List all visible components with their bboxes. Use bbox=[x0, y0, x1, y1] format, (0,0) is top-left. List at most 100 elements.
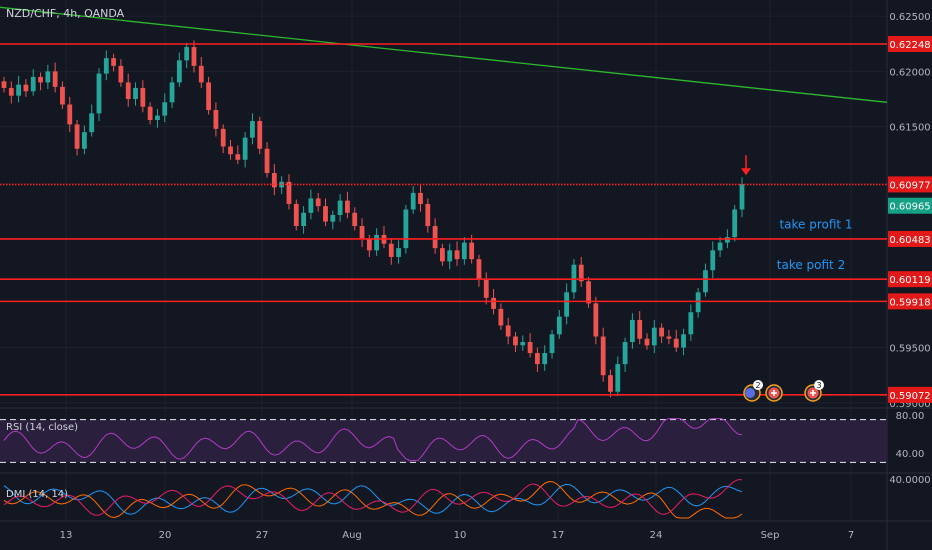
event-count-label: 3 bbox=[816, 381, 821, 390]
candle-body bbox=[717, 242, 723, 251]
current-price-tag bbox=[888, 197, 932, 214]
candle-body bbox=[651, 327, 657, 346]
symbol-title[interactable]: NZD/CHF, 4h, OANDA bbox=[6, 7, 125, 20]
dmi-title[interactable]: DMI (14, 14) bbox=[6, 489, 68, 500]
time-tick-label: 24 bbox=[650, 530, 663, 541]
candle-body bbox=[67, 104, 73, 125]
candle-body bbox=[198, 65, 204, 83]
candle-body bbox=[1, 81, 7, 88]
trendline bbox=[0, 6, 888, 103]
candle-body bbox=[535, 353, 540, 365]
time-tick-label: 13 bbox=[60, 530, 73, 541]
rsi-band bbox=[0, 419, 887, 463]
candle-body bbox=[52, 71, 58, 87]
candle-body bbox=[89, 113, 95, 133]
candle-body bbox=[301, 212, 306, 227]
candle-body bbox=[666, 336, 672, 339]
annotation-text: take profit 1 bbox=[779, 217, 852, 231]
candle-body bbox=[257, 121, 263, 149]
candle-body bbox=[337, 200, 343, 215]
candle-body bbox=[673, 338, 679, 348]
candle-body bbox=[418, 192, 423, 204]
time-tick-label: Aug bbox=[342, 530, 362, 541]
candle-body bbox=[739, 184, 745, 210]
candle-body bbox=[45, 71, 51, 83]
candle-body bbox=[103, 58, 109, 74]
candle-body bbox=[724, 237, 730, 243]
adx-line bbox=[3, 479, 743, 516]
candle-body bbox=[447, 250, 453, 262]
candle-body bbox=[140, 87, 146, 107]
candle-body bbox=[659, 327, 665, 337]
time-tick-label: 10 bbox=[454, 530, 467, 541]
candle-body bbox=[366, 239, 372, 251]
axes: 13 20 27 Aug 10 17 24 Sep 7 0.62500 0.62000 0.61500… bbox=[60, 12, 932, 541]
candle-body bbox=[520, 342, 526, 346]
down-arrow-icon bbox=[741, 168, 751, 176]
candle-body bbox=[286, 181, 292, 204]
price-level-label: 0.60977 bbox=[889, 180, 930, 191]
candle-body bbox=[549, 334, 555, 354]
candle-body bbox=[461, 242, 467, 260]
candle-body bbox=[644, 338, 650, 346]
time-tick-label: Sep bbox=[761, 530, 780, 541]
candle-body bbox=[96, 73, 102, 114]
candle-body bbox=[352, 212, 358, 227]
candle-body bbox=[396, 248, 401, 257]
time-tick-label: 7 bbox=[848, 530, 854, 541]
candle-body bbox=[8, 87, 14, 96]
candle-body bbox=[271, 173, 277, 188]
candle-body bbox=[440, 248, 445, 262]
candle-body bbox=[23, 84, 29, 92]
rsi-pane bbox=[0, 418, 887, 464]
candle-body bbox=[688, 312, 694, 335]
candle-body bbox=[279, 181, 285, 188]
candle-body bbox=[469, 242, 475, 260]
candle-body bbox=[133, 87, 138, 100]
rsi-title[interactable]: RSI (14, close) bbox=[6, 422, 78, 433]
price-level-label: 0.59072 bbox=[889, 391, 930, 402]
candle-body bbox=[388, 243, 394, 257]
candle-body bbox=[155, 115, 160, 120]
dmi-minus-line bbox=[3, 480, 743, 519]
candle-body bbox=[60, 86, 65, 105]
candle-body bbox=[235, 154, 241, 160]
candle-body bbox=[359, 226, 365, 240]
candle-body bbox=[542, 353, 548, 365]
candle-body bbox=[586, 281, 591, 304]
candle-body bbox=[622, 342, 628, 365]
candle-body bbox=[476, 259, 482, 280]
candle-body bbox=[483, 279, 489, 298]
candle-body bbox=[213, 110, 219, 129]
candle-body bbox=[454, 250, 460, 260]
time-tick-label: 27 bbox=[256, 530, 269, 541]
candle-body bbox=[608, 375, 613, 392]
candle-body bbox=[425, 203, 431, 227]
candle-body bbox=[315, 198, 321, 207]
candle-body bbox=[578, 264, 584, 282]
price-tick-label: 0.62500 bbox=[889, 12, 930, 23]
candle-body bbox=[491, 297, 496, 309]
rsi-tick-label: 40.00 bbox=[896, 449, 925, 460]
candle-body bbox=[169, 82, 175, 103]
candle-body bbox=[410, 192, 416, 210]
candle-body bbox=[220, 128, 226, 147]
candle-body bbox=[228, 146, 233, 155]
candle-body bbox=[432, 226, 438, 249]
current-price-label: 0.60965 bbox=[889, 202, 930, 213]
candle-body bbox=[695, 292, 701, 313]
news-plus-icon bbox=[771, 390, 777, 396]
earnings-icon bbox=[745, 388, 755, 398]
candle-body bbox=[556, 316, 562, 335]
candle-body bbox=[147, 106, 153, 120]
candle-body bbox=[629, 319, 635, 343]
time-tick-label: 17 bbox=[552, 530, 565, 541]
price-level-label: 0.60119 bbox=[889, 275, 930, 286]
price-tick-label: 0.61500 bbox=[889, 123, 930, 134]
candle-body bbox=[118, 65, 124, 83]
candle-body bbox=[125, 82, 131, 100]
time-tick-label: 20 bbox=[159, 530, 172, 541]
dmi-pane bbox=[3, 479, 743, 519]
